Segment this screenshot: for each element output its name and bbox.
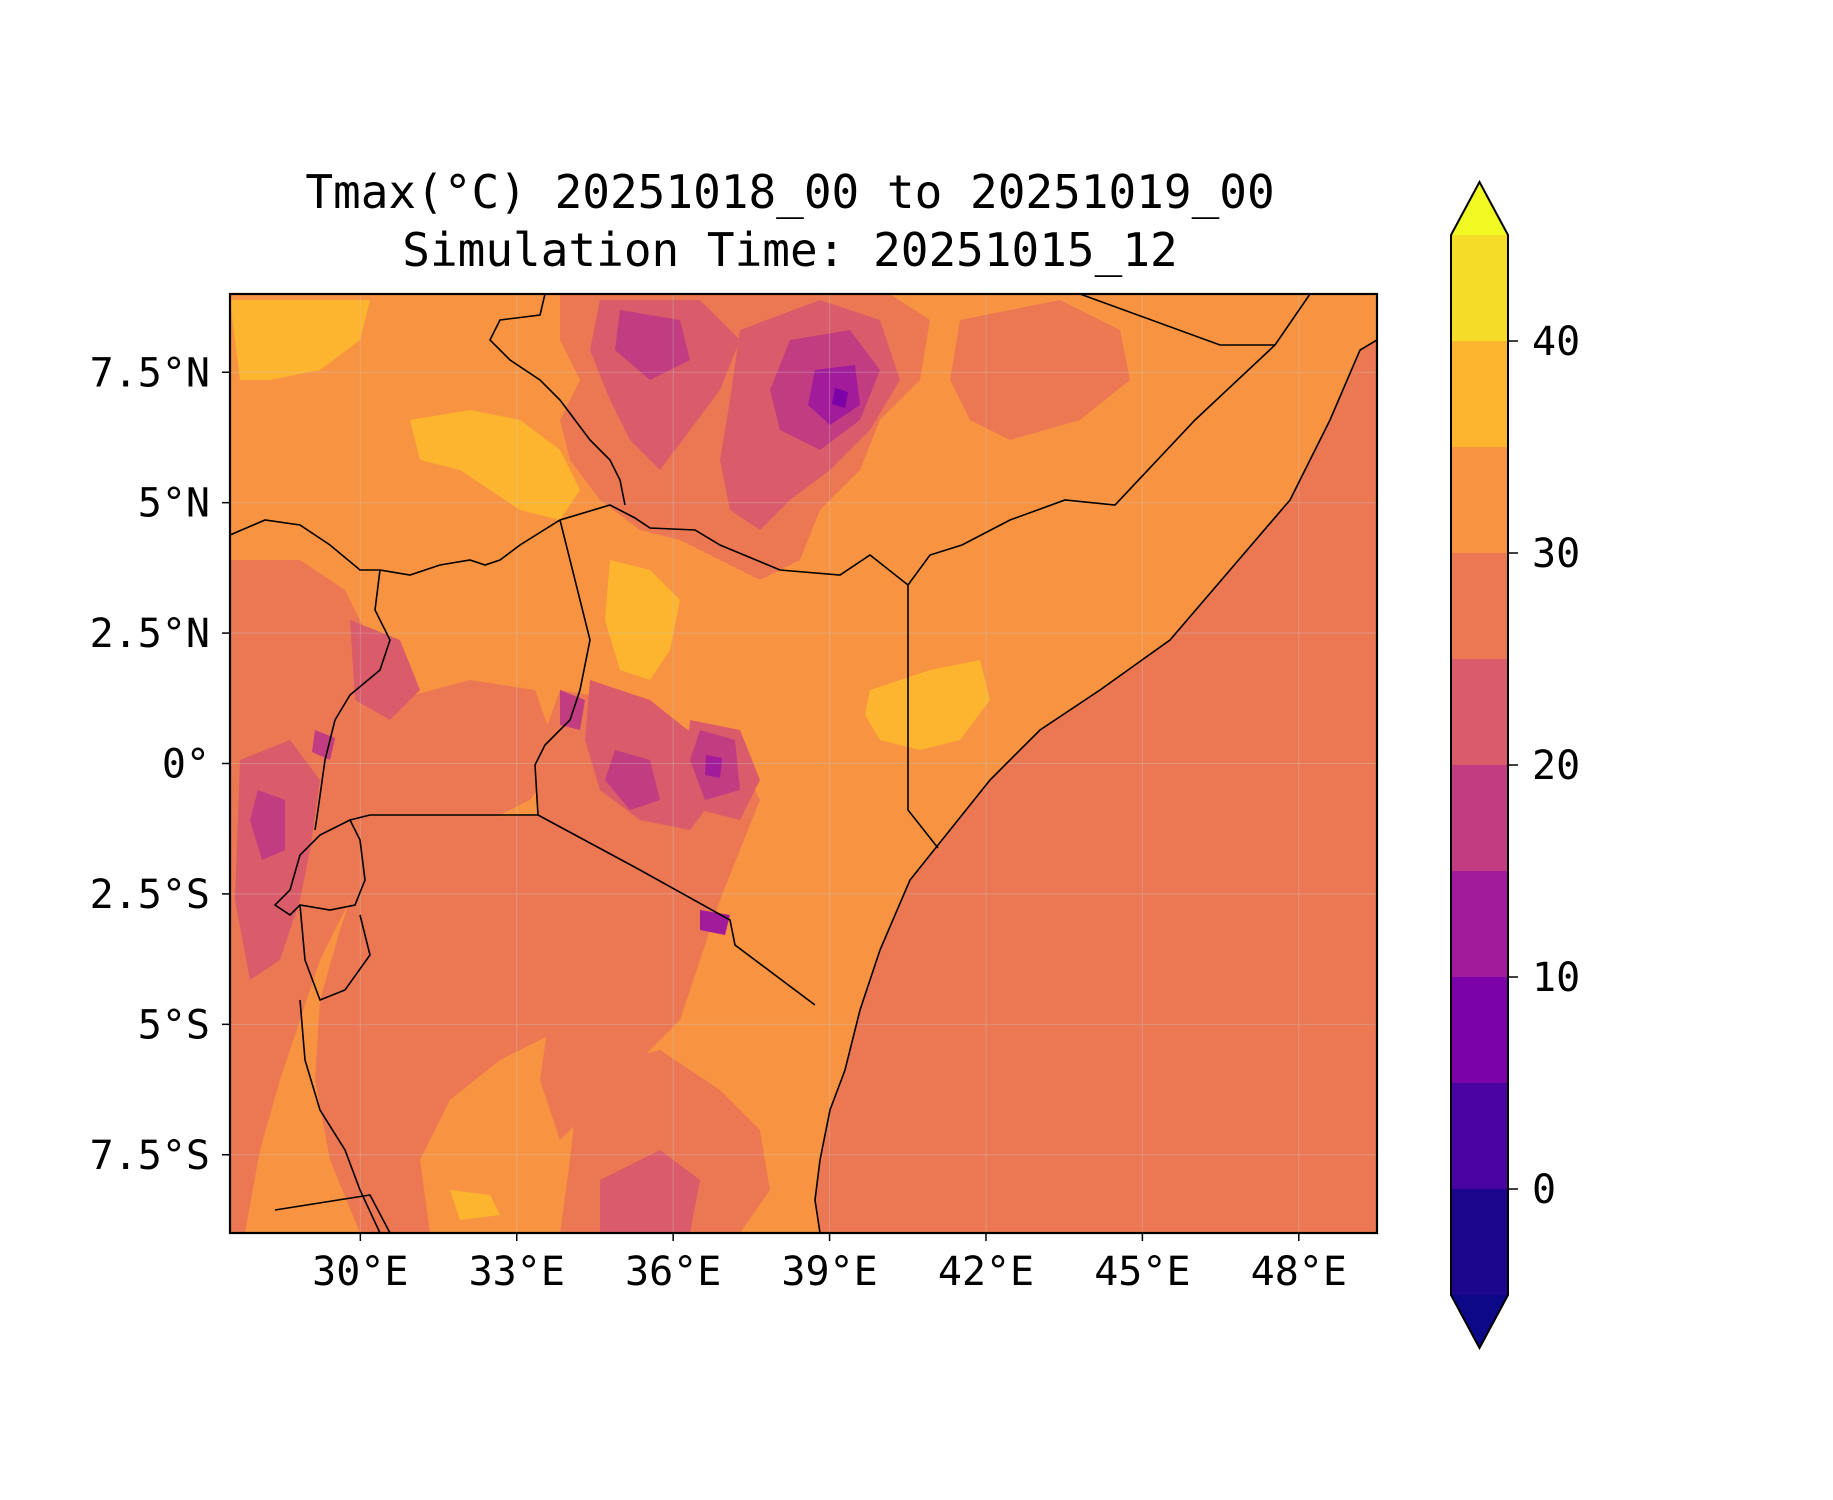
colorbar: 0 10 20 30 40 [1450,179,1580,1351]
y-axis-ticks: 7.5°N 5°N 2.5°N 0° 2.5°S 5°S 7.5°S [90,350,230,1179]
colorbar-segments [1450,179,1509,1351]
map-gridlines [230,294,1377,1233]
colorbar-segment [1451,341,1508,447]
colorbar-tick-label: 40 [1532,319,1580,365]
border-somalia-ethiopia [907,294,1311,586]
field-cold-core [832,388,848,408]
colorbar-tick-label: 0 [1532,1167,1556,1213]
colorbar-segment [1451,447,1508,553]
field-hot-zone [865,660,990,750]
colorbar-segment [1451,659,1508,765]
map-axes: 30°E 33°E 36°E 39°E 42°E 45°E 48°E 7.5°N 5°N 2.5… [90,292,1379,1295]
field-west-cool [230,560,560,1233]
border-uganda-south [349,814,538,821]
border-tanzania-drc [299,999,381,1233]
field-ethiopia-east [950,300,1130,440]
border-rwanda-burundi [273,818,366,917]
colorbar-extend-min [1451,1295,1508,1348]
x-tick-label: 45°E [1094,1249,1190,1295]
colorbar-extend-max [1451,182,1508,235]
field-hot-zone [410,410,580,520]
border-drc-uganda [314,569,391,831]
coastline [814,339,1377,1233]
field-hot-zone [605,560,680,680]
colorbar-segment [1451,1189,1508,1295]
x-tick-label: 42°E [938,1249,1034,1295]
y-tick-label: 0° [162,742,210,788]
field-hot-zone [450,1190,500,1220]
field-cold-core [615,310,690,380]
border-south-sudan-uganda [230,519,380,571]
border-kenya-tanzania [537,814,816,1006]
colorbar-tick-label: 20 [1532,743,1580,789]
border-ethiopia-north [1079,294,1275,346]
field-cool-zone [600,1150,700,1233]
colorbar-tick-label: 30 [1532,531,1580,577]
colorbar-segment [1451,977,1508,1083]
colorbar-segment [1451,1083,1508,1189]
figure-title-line1: Tmax(°C) 20251018_00 to 20251019_00 [305,165,1274,219]
figure-title-line2: Simulation Time: 20251015_12 [402,223,1177,277]
x-axis-ticks: 30°E 33°E 36°E 39°E 42°E 45°E 48°E [312,1233,1347,1295]
border-south-sudan-sudan [489,294,626,506]
border-kenya-somalia [907,585,939,849]
x-tick-label: 48°E [1251,1249,1347,1295]
border-burundi-tanzania [299,904,371,1002]
colorbar-ticks: 0 10 20 30 40 [1508,319,1580,1213]
country-borders [230,294,1377,1233]
colorbar-segment [1451,871,1508,977]
field-cool-zone [350,620,420,720]
colorbar-segment [1451,235,1508,341]
field-hot-zone [230,300,370,380]
border-kenya-ethiopia [379,504,909,586]
y-tick-label: 2.5°S [90,872,210,918]
y-tick-label: 2.5°N [90,611,210,657]
x-tick-label: 30°E [312,1249,408,1295]
colorbar-segment [1451,553,1508,659]
field-cold-core [312,730,335,760]
temperature-field [230,294,1377,1233]
colorbar-segment [1451,765,1508,871]
colorbar-outline [1450,179,1509,1351]
x-tick-label: 36°E [625,1249,721,1295]
x-tick-label: 33°E [469,1249,565,1295]
y-tick-label: 7.5°N [90,350,210,396]
y-tick-label: 7.5°S [90,1133,210,1179]
x-tick-label: 39°E [781,1249,877,1295]
border-tanzania-zambia [274,1194,391,1233]
y-tick-label: 5°N [138,481,210,527]
field-cold-core [605,750,660,810]
y-tick-label: 5°S [138,1002,210,1048]
field-cold-core [250,790,285,860]
border-uganda-kenya [534,519,591,816]
colorbar-tick-label: 10 [1532,955,1580,1001]
field-cold-core [705,755,722,778]
